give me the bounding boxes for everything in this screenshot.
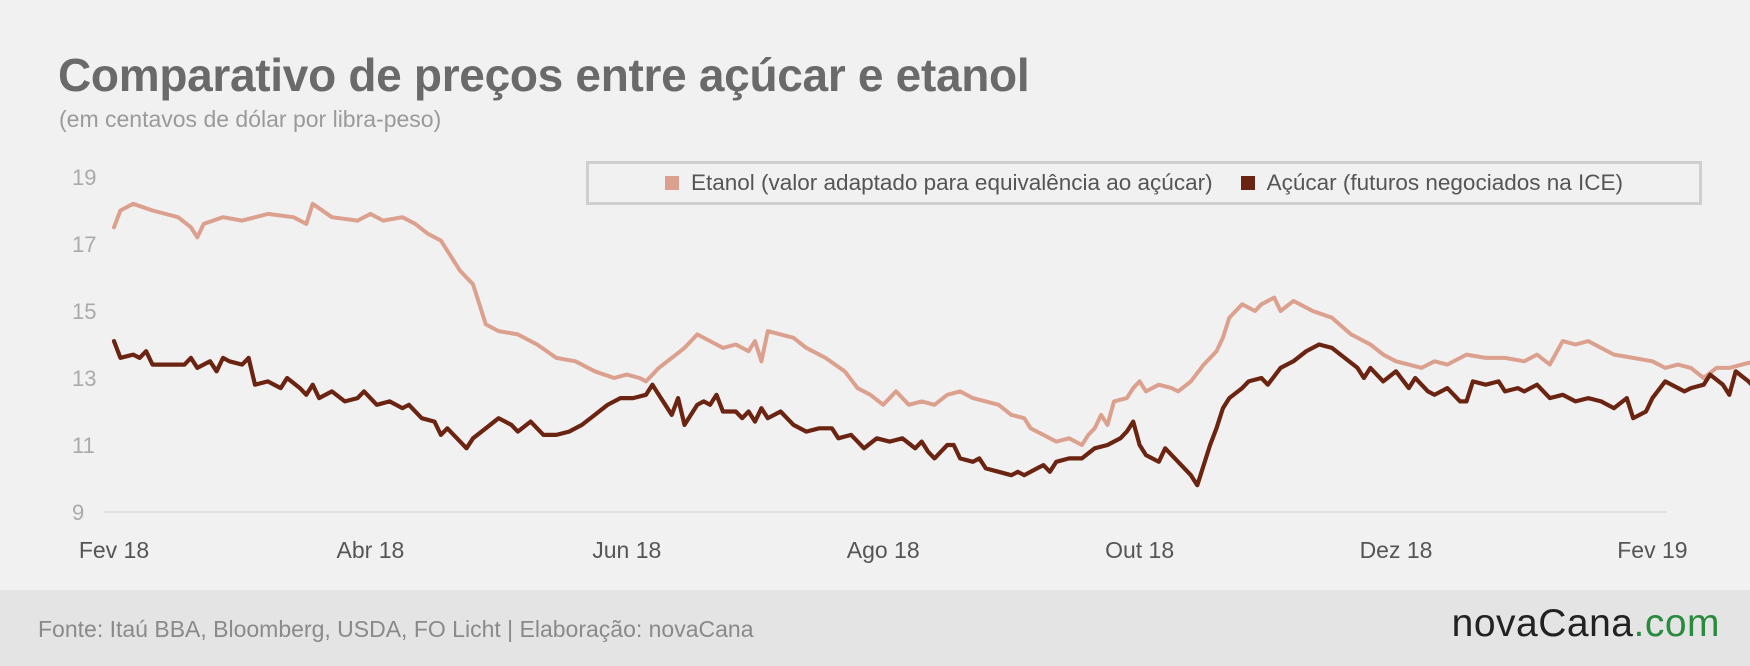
legend-swatch-acucar [1240,176,1255,190]
x-axis: Fev 18 Abr 18 Jun 18 Ago 18 Out 18 Dez 18 Fev … [79,537,1688,563]
y-tick-label: 19 [72,165,96,190]
footer: Fonte: Itaú BBA, Bloomberg, USDA, FO Lic… [0,590,1750,666]
legend-item-acucar: Açúcar (futuros negociados na ICE) [1240,170,1624,196]
legend-label-etanol: Etanol (valor adaptado para equivalência… [690,170,1213,195]
x-tick-label: Dez 18 [1360,537,1433,563]
x-tick-label: Fev 19 [1617,537,1687,563]
y-tick-label: 15 [72,299,96,324]
source-credit: Fonte: Itaú BBA, Bloomberg, USDA, FO Lic… [38,616,754,642]
series-line-etanol [112,201,1750,447]
y-tick-label: 11 [72,433,95,458]
x-tick-label: Fev 18 [79,537,149,563]
legend-item-etanol: Etanol (valor adaptado para equivalência… [664,170,1213,196]
series-layer [111,201,1750,488]
x-tick-label: Jun 18 [592,537,661,563]
x-tick-label: Ago 18 [847,537,920,563]
legend-swatch-etanol [664,176,679,190]
y-axis: 9 11 13 15 17 19 [72,165,1667,525]
brand-logo: novaCana.com [1452,602,1720,646]
chart-subtitle: (em centavos de dólar por libra-peso) [59,106,442,132]
legend-label-acucar: Açúcar (futuros negociados na ICE) [1266,170,1624,195]
y-tick-label: 9 [72,500,84,525]
brand-name: novaCana [1451,602,1634,645]
chart-title: Comparativo de preços entre açúcar e eta… [58,49,1030,101]
y-tick-label: 17 [72,232,96,257]
y-tick-label: 13 [72,366,96,391]
series-line-acucar [111,339,1750,488]
line-chart: 9 11 13 15 17 19 Fev 18 Abr 18 Jun 18 Ago 18 Out … [72,165,1750,563]
x-tick-label: Abr 18 [337,537,405,563]
x-tick-label: Out 18 [1105,537,1174,563]
chart-legend: Etanol (valor adaptado para equivalência… [586,161,1702,205]
brand-suffix: .com [1633,602,1720,645]
